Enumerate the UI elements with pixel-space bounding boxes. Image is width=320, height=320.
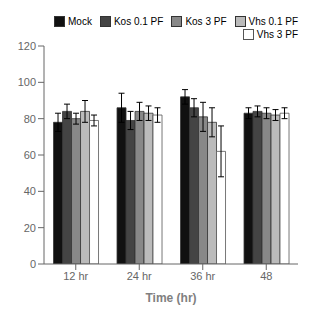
html-text:Mock: Mock — [68, 16, 92, 27]
svg-text:120: 120 — [18, 40, 36, 52]
svg-text:20: 20 — [24, 222, 36, 234]
svg-text:80: 80 — [24, 113, 36, 125]
svg-text:48: 48 — [260, 270, 272, 282]
html-text:Kos 0.1 PF: Kos 0.1 PF — [113, 16, 164, 27]
html-text:Vhs 3 PF: Vhs 3 PF — [256, 29, 298, 40]
svg-text:40: 40 — [24, 185, 36, 197]
svg-text:24 hr: 24 hr — [127, 270, 152, 282]
svg-text:0: 0 — [30, 258, 36, 270]
html-text:Kos 3 PF: Kos 3 PF — [185, 16, 227, 27]
svg-text:12 hr: 12 hr — [63, 270, 88, 282]
html-text:Vhs 0.1 PF: Vhs 0.1 PF — [248, 16, 298, 27]
svg-text:100: 100 — [18, 76, 36, 88]
svg-text:60: 60 — [24, 149, 36, 161]
svg-text:Time (hr): Time (hr) — [145, 291, 196, 305]
svg-text:36 hr: 36 hr — [190, 270, 215, 282]
